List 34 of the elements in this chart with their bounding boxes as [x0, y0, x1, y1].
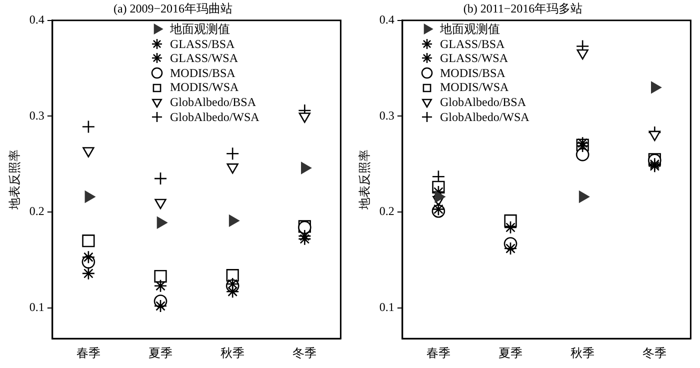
- chart-title: (b) 2011−2016年玛多站: [463, 1, 583, 16]
- y-axis-title: 地表反照率: [357, 150, 372, 210]
- legend-label: MODIS/WSA: [440, 80, 509, 95]
- y-tick-label: 0.1: [29, 300, 44, 314]
- x-tick-label: 冬季: [292, 346, 317, 360]
- legend-label: GLASS/WSA: [440, 51, 508, 66]
- y-tick-label: 0.4: [29, 12, 44, 27]
- legend-label: GLASS/WSA: [170, 51, 238, 66]
- x-tick-label: 秋季: [570, 346, 595, 360]
- y-tick-label: 0.3: [29, 108, 44, 122]
- legend-label: MODIS/WSA: [170, 80, 239, 95]
- y-tick-label: 0.4: [379, 12, 394, 27]
- legend-label: GLASS/BSA: [170, 36, 235, 52]
- legend-label: GLASS/BSA: [440, 36, 505, 52]
- legend-label: MODIS/BSA: [440, 66, 506, 80]
- y-tick-label: 0.1: [379, 300, 394, 314]
- legend-label: GlobAlbedo/WSA: [440, 110, 530, 124]
- legend-label: GlobAlbedo/WSA: [170, 110, 260, 124]
- x-tick-label: 秋季: [220, 346, 245, 360]
- legend-label: 地面观测值: [440, 22, 500, 37]
- y-tick-label: 0.2: [379, 204, 394, 218]
- legend-label: GlobAlbedo/BSA: [440, 94, 526, 110]
- legend-label: GlobAlbedo/BSA: [170, 94, 256, 110]
- x-tick-label: 夏季: [498, 346, 523, 360]
- y-tick-label: 0.2: [29, 204, 44, 218]
- x-tick-label: 春季: [426, 346, 450, 360]
- y-tick-label: 0.3: [379, 108, 394, 122]
- legend-label: MODIS/BSA: [170, 66, 236, 80]
- y-axis-title: 地表反照率: [7, 150, 22, 210]
- x-tick-label: 冬季: [642, 346, 667, 360]
- legend-label: 地面观测值: [170, 22, 230, 37]
- chart-title: (a) 2009−2016年玛曲站: [113, 1, 233, 16]
- x-tick-label: 春季: [76, 346, 100, 360]
- x-tick-label: 夏季: [148, 346, 173, 360]
